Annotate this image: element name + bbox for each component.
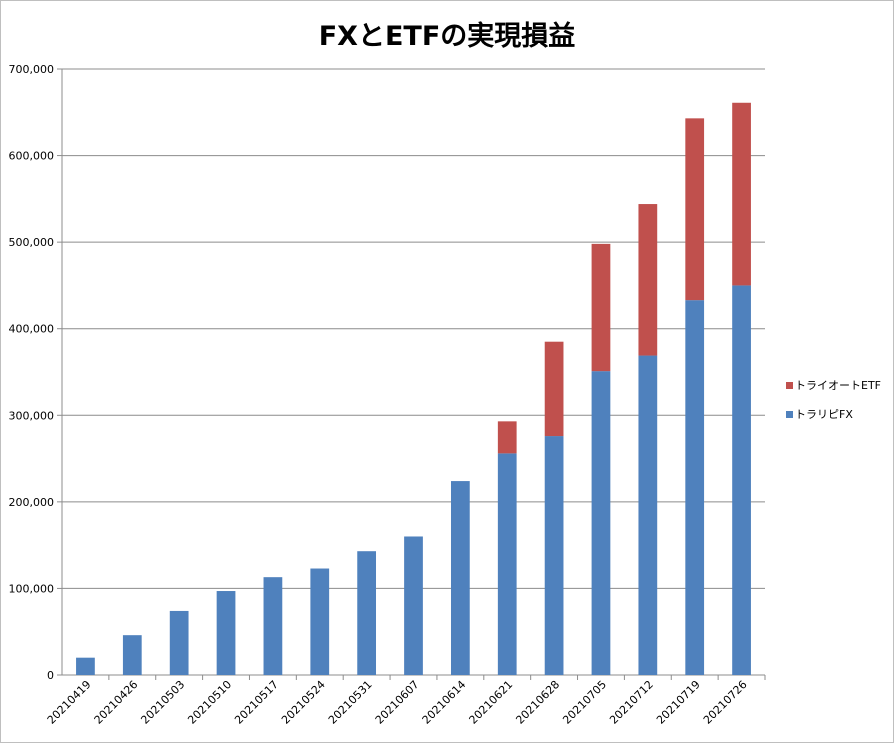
x-tick-label: 20210628 [513, 678, 562, 727]
bar-fx [310, 568, 330, 675]
x-tick-label: 20210524 [279, 678, 328, 727]
legend-item-etf: トライオートETF [786, 377, 881, 393]
x-tick-label: 20210607 [373, 678, 422, 727]
x-tick-label: 20210705 [560, 678, 609, 727]
bar-fx [216, 591, 236, 675]
bar-etf [638, 204, 658, 356]
bar-fx [122, 635, 142, 675]
x-tick-label: 20210510 [185, 678, 234, 727]
x-tick-label: 20210426 [92, 678, 141, 727]
bar-fx [76, 657, 95, 675]
legend-label-fx: トラリピFX [795, 408, 853, 421]
bar-fx [169, 610, 189, 675]
y-tick-label: 300,000 [9, 409, 55, 422]
bar-etf [544, 341, 564, 437]
x-tick-label: 20210517 [232, 678, 281, 727]
x-tick-label: 20210419 [45, 678, 94, 727]
legend-label-etf: トライオートETF [795, 379, 881, 392]
bar-fx [638, 355, 658, 675]
bar-etf [497, 421, 517, 454]
bar-fx [544, 436, 564, 675]
x-tick-label: 20210531 [326, 678, 375, 727]
bar-etf [732, 102, 751, 286]
bar-etf [591, 243, 611, 372]
bar-etf [685, 118, 705, 301]
x-tick-label: 20210712 [607, 678, 656, 727]
legend-item-fx: トラリピFX [786, 406, 881, 422]
legend-swatch-fx [786, 410, 793, 418]
legend: トライオートETF トラリピFX [786, 377, 881, 435]
x-tick-label: 20210614 [420, 678, 469, 727]
y-tick-label: 0 [47, 669, 54, 682]
bar-fx [357, 551, 377, 675]
bar-fx [450, 481, 470, 675]
chart-title: FXとETFの実現損益 [318, 21, 576, 52]
legend-swatch-etf [786, 381, 793, 389]
bar-fx [732, 285, 751, 675]
y-tick-label: 400,000 [9, 323, 55, 336]
x-tick-label: 20210719 [654, 678, 703, 727]
y-tick-label: 700,000 [9, 63, 55, 76]
y-tick-label: 600,000 [9, 150, 55, 163]
bar-fx [591, 371, 611, 675]
x-tick-label: 20210503 [138, 678, 187, 727]
x-tick-label: 20210621 [467, 678, 516, 727]
y-tick-label: 500,000 [9, 236, 55, 249]
bar-fx [263, 577, 283, 675]
bar-fx [404, 536, 423, 675]
bar-fx [685, 300, 705, 675]
x-tick-label: 20210726 [701, 678, 750, 727]
y-tick-label: 100,000 [9, 582, 55, 595]
bar-fx [497, 453, 517, 675]
y-tick-label: 200,000 [9, 496, 55, 509]
